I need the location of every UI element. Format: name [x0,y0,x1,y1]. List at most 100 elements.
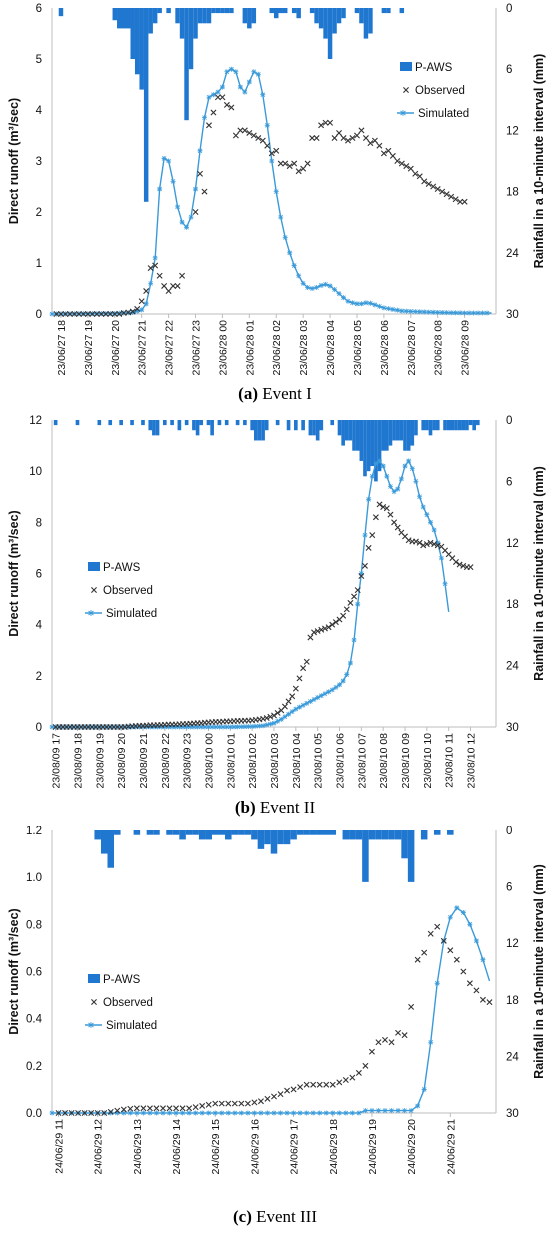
rain-bar [218,830,226,835]
observed-point [322,119,329,126]
rain-bar [332,8,337,34]
rain-bar [394,830,402,840]
observed-point [427,930,434,937]
observed-point [244,1100,251,1107]
rain-bar [461,420,466,431]
simulated-point [438,555,444,561]
observed-point [214,94,221,101]
rain-bar [205,830,212,840]
observed-point [232,132,239,139]
legend-simulated-label: Simulated [106,1020,157,1032]
simulated-point [434,980,440,986]
x-tick-label: 23/08/10 05 [313,733,325,789]
observed-point [401,1032,408,1039]
rain-bar [303,830,310,835]
x-tick-label: 23/06/27 22 [164,320,176,376]
observed-point [388,1039,395,1046]
left-y-tick-label: 0.8 [26,919,42,931]
observed-point [231,1100,238,1107]
rain-bar [172,830,180,835]
simulated-point [345,298,351,304]
simulated-point [289,709,295,715]
observed-point [336,129,343,136]
simulated-point [484,310,490,316]
simulated-point [155,724,161,730]
observed-point [165,288,172,295]
observed-point [473,987,480,994]
simulated-point [139,307,145,313]
rain-bar [264,830,271,845]
simulated-point [305,284,311,290]
legend-simulated-marker [400,110,406,116]
observed-point [223,101,230,108]
observed-point [161,282,168,289]
observed-point [460,562,467,569]
simulated-point [198,724,204,730]
left-y-tick-label: 2 [36,671,42,683]
observed-point [376,142,383,149]
left-y-tick-label: 1.0 [26,872,42,884]
simulated-point [170,178,176,184]
observed-point [84,311,91,317]
simulated-point [151,724,157,730]
rain-bar [319,420,324,431]
simulated-point [173,1110,179,1116]
legend-simulated-label: Simulated [418,108,469,120]
rain-bar [195,420,200,436]
observed-point [362,1062,369,1069]
rain-bar [261,420,265,441]
rain-bar [155,420,160,436]
observed-point [238,1100,245,1107]
simulated-point [291,263,297,269]
simulated-point [134,1110,140,1116]
rain-bar [312,420,316,436]
x-tick-label: 23/08/10 10 [422,733,434,789]
rain-bar [264,420,269,431]
simulated-point [188,214,194,220]
rain-bar [114,830,121,835]
observed-point [89,311,96,317]
simulated-point [287,250,293,256]
simulated-point [480,310,486,316]
observed-point [420,542,427,549]
x-tick-label: 23/08/10 00 [203,733,215,789]
rain-bar [119,420,123,426]
observed-point [153,1105,160,1112]
rain-bar [329,830,337,835]
chart-panel-event-2: 0 2 4 6 8 10 12 0 6 12 18 24 30 23/08/09 17 23/08/09 1… [0,412,550,826]
simulated-point [225,1110,231,1116]
observed-point [316,1081,323,1088]
simulated-point [220,724,226,730]
rain-bar [359,8,364,24]
observed-point [138,298,145,305]
rain-bar [318,8,324,29]
observed-point [467,564,474,571]
observed-point [257,1098,264,1105]
simulated-point [161,155,167,161]
x-tick-label: 23/06/28 00 [217,320,229,376]
rain-bar [344,420,349,441]
rain-bar [349,830,356,840]
observed-point [205,122,212,129]
x-tick-label: 23/06/28 02 [271,320,283,376]
simulated-point [260,92,266,98]
observed-point [309,135,316,142]
event-1-caption: (a) Event I [0,384,550,404]
simulated-point [344,672,350,678]
simulated-point [238,724,244,730]
simulated-point [362,532,368,538]
left-y-tick-label: 5 [36,54,42,66]
x-tick-label: 23/08/10 12 [466,733,478,789]
observed-point [205,1101,212,1108]
rain-bar [315,420,320,441]
left-y-tick-label: 6 [36,569,42,581]
observed-point [349,1074,356,1081]
observed-point [466,980,473,987]
x-tick-label: 24/06/29 20 [406,1119,418,1175]
right-y-tick-label: 30 [506,722,519,734]
observed-point [314,628,321,635]
observed-point [365,544,372,551]
observed-point [300,665,307,672]
simulated-point [219,84,225,90]
